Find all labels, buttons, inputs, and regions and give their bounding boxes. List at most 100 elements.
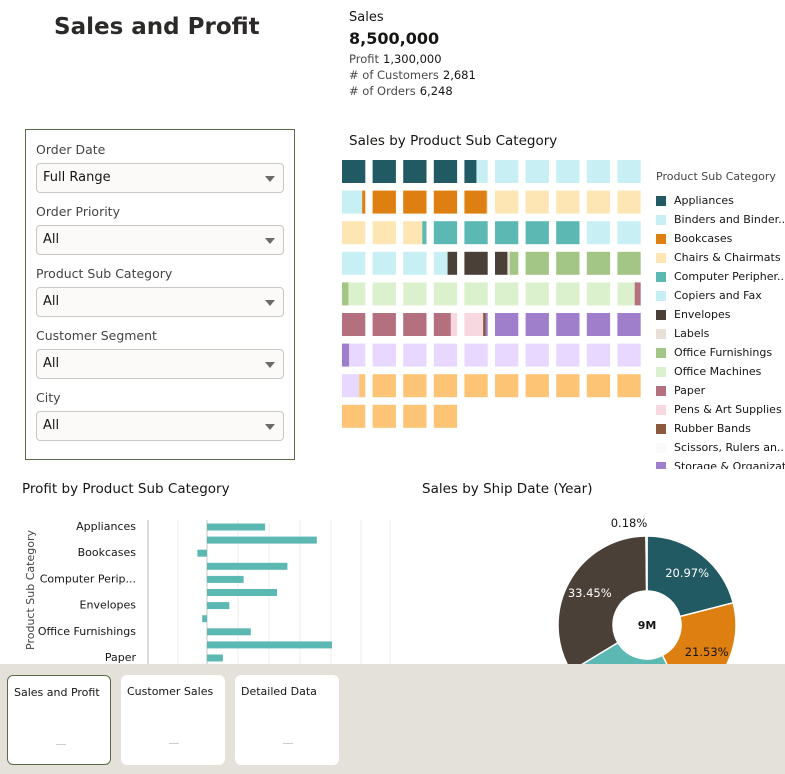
- waffle-segment-binders-and-binder[interactable]: [342, 190, 363, 214]
- order-priority-select[interactable]: All: [36, 225, 284, 255]
- legend-item-envelopes[interactable]: Envelopes: [656, 305, 785, 324]
- waffle-cell[interactable]: [495, 313, 519, 336]
- waffle-segment-binders-and-binder[interactable]: [495, 160, 519, 183]
- waffle-segment-telephones[interactable]: [495, 374, 519, 398]
- waffle-segment-storage-organization[interactable]: [586, 313, 611, 336]
- waffle-segment-computer-peripher[interactable]: [464, 221, 488, 245]
- waffle-cell[interactable]: [556, 221, 580, 245]
- waffle-cell[interactable]: [403, 343, 427, 367]
- waffle-segment-paper[interactable]: [342, 313, 366, 336]
- waffle-segment-appliances[interactable]: [342, 160, 366, 183]
- waffle-cell[interactable]: [372, 160, 396, 183]
- waffle-segment-tables[interactable]: [464, 343, 488, 367]
- waffle-cell[interactable]: [464, 221, 488, 245]
- waffle-cell[interactable]: [617, 160, 641, 183]
- waffle-cell[interactable]: [556, 282, 580, 306]
- profit-bar[interactable]: [207, 562, 288, 570]
- customer-segment-select[interactable]: All: [36, 349, 284, 379]
- waffle-segment-telephones[interactable]: [617, 374, 641, 398]
- waffle-segment-computer-peripher[interactable]: [495, 221, 519, 245]
- waffle-segment-tables[interactable]: [403, 343, 427, 367]
- waffle-cell[interactable]: [464, 313, 488, 336]
- waffle-cell[interactable]: [617, 251, 641, 275]
- waffle-cell[interactable]: [586, 282, 611, 306]
- waffle-segment-pens-art-supplies[interactable]: [464, 313, 484, 336]
- waffle-segment-computer-peripher[interactable]: [525, 221, 549, 245]
- waffle-cell[interactable]: [342, 251, 366, 275]
- waffle-cell[interactable]: [495, 343, 519, 367]
- waffle-segment-binders-and-binder[interactable]: [476, 160, 488, 183]
- waffle-cell[interactable]: [495, 282, 519, 306]
- waffle-cell[interactable]: [525, 221, 549, 245]
- waffle-cell[interactable]: [372, 190, 396, 214]
- waffle-segment-copiers-and-fax[interactable]: [586, 221, 611, 245]
- waffle-cell[interactable]: [586, 343, 611, 367]
- profit-bar[interactable]: [207, 654, 223, 662]
- waffle-cell[interactable]: [586, 221, 611, 245]
- waffle-cell[interactable]: [342, 221, 366, 245]
- waffle-segment-telephones[interactable]: [433, 404, 458, 428]
- waffle-segment-telephones[interactable]: [359, 374, 366, 398]
- waffle-segment-tables[interactable]: [372, 343, 396, 367]
- waffle-cell[interactable]: [433, 190, 458, 214]
- donut-slice[interactable]: [557, 535, 648, 664]
- waffle-segment-storage-organization[interactable]: [556, 313, 580, 336]
- waffle-segment-storage-organization[interactable]: [525, 313, 549, 336]
- waffle-cell[interactable]: [372, 374, 396, 398]
- waffle-segment-envelopes[interactable]: [495, 251, 508, 275]
- tab-customer-sales[interactable]: Customer Sales: [121, 675, 225, 765]
- waffle-cell[interactable]: [433, 251, 458, 275]
- waffle-cell[interactable]: [617, 374, 641, 398]
- profit-bar[interactable]: [207, 523, 266, 531]
- waffle-cell[interactable]: [464, 374, 488, 398]
- profit-bar[interactable]: [207, 536, 317, 544]
- waffle-segment-office-furnishings[interactable]: [617, 251, 641, 275]
- profit-bar[interactable]: [207, 589, 277, 596]
- waffle-segment-chairs-chairmats[interactable]: [586, 190, 611, 214]
- waffle-segment-telephones[interactable]: [586, 374, 611, 398]
- waffle-segment-binders-and-binder[interactable]: [586, 160, 611, 183]
- waffle-cell[interactable]: [403, 190, 427, 214]
- legend-items[interactable]: Appliances Binders and Binder... Bookcases…: [656, 191, 785, 469]
- waffle-cell[interactable]: [372, 343, 396, 367]
- waffle-segment-paper[interactable]: [372, 313, 396, 336]
- waffle-cell[interactable]: [342, 343, 366, 367]
- waffle-segment-telephones[interactable]: [403, 374, 427, 398]
- waffle-segment-chairs-chairmats[interactable]: [617, 190, 641, 214]
- waffle-cell[interactable]: [403, 221, 427, 245]
- waffle-segment-appliances[interactable]: [433, 160, 458, 183]
- waffle-segment-pens-art-supplies[interactable]: [450, 313, 458, 336]
- donut-slice[interactable]: [646, 535, 735, 618]
- waffle-segment-tables[interactable]: [586, 343, 611, 367]
- waffle-segment-paper[interactable]: [403, 313, 427, 336]
- waffle-cell[interactable]: [495, 190, 519, 214]
- legend-item-appliances[interactable]: Appliances: [656, 191, 785, 210]
- waffle-cell[interactable]: [525, 190, 549, 214]
- waffle-segment-paper[interactable]: [433, 313, 452, 336]
- waffle-cell[interactable]: [464, 190, 488, 214]
- waffle-cell[interactable]: [433, 343, 458, 367]
- waffle-cell[interactable]: [586, 313, 611, 336]
- legend-item-labels[interactable]: Labels: [656, 324, 785, 343]
- waffle-cell[interactable]: [617, 343, 641, 367]
- waffle-cell[interactable]: [372, 313, 396, 336]
- waffle-segment-appliances[interactable]: [464, 160, 477, 183]
- waffle-cell[interactable]: [556, 374, 580, 398]
- legend-item-pens-art-supplies[interactable]: Pens & Art Supplies: [656, 400, 785, 419]
- waffle-cell[interactable]: [556, 313, 580, 336]
- waffle-segment-chairs-chairmats[interactable]: [525, 190, 549, 214]
- waffle-segment-office-machines[interactable]: [495, 282, 519, 306]
- waffle-cell[interactable]: [403, 160, 427, 183]
- legend-item-office-furnishings[interactable]: Office Furnishings: [656, 343, 785, 362]
- waffle-cell[interactable]: [586, 160, 611, 183]
- waffle-segment-tables[interactable]: [556, 343, 580, 367]
- waffle-cell[interactable]: [342, 282, 366, 306]
- waffle-segment-office-machines[interactable]: [433, 282, 458, 306]
- waffle-segment-office-furnishings[interactable]: [525, 251, 549, 275]
- legend-item-chairs-chairmats[interactable]: Chairs & Chairmats: [656, 248, 785, 267]
- waffle-cell[interactable]: [342, 404, 366, 428]
- waffle-cell[interactable]: [464, 343, 488, 367]
- donut-slice[interactable]: [645, 535, 648, 592]
- waffle-cell[interactable]: [433, 313, 458, 336]
- legend-item-binders-and-binder[interactable]: Binders and Binder...: [656, 210, 785, 229]
